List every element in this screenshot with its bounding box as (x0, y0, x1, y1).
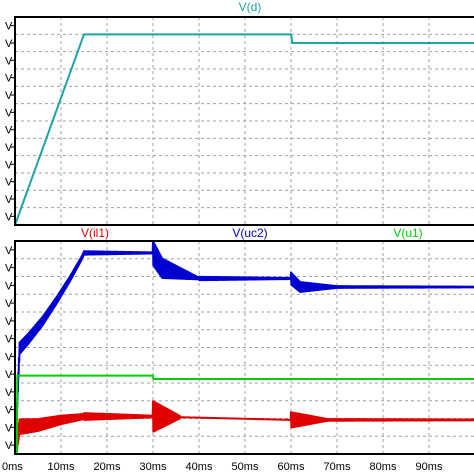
x-tick-label: 10ms (48, 461, 75, 473)
bottom-y-tick-label: V (5, 298, 13, 310)
trace-title-vil1: V(il1) (81, 226, 109, 240)
top-y-tick-label: V (5, 73, 13, 85)
top-y-tick-label: V (5, 55, 13, 67)
x-tick-labels: 0ms 10ms 20ms 30ms 40ms 50ms 60ms 70ms 80ms 90ms (2, 461, 443, 473)
bottom-y-tick-label: V (5, 422, 13, 434)
x-tick-label: 30ms (140, 461, 167, 473)
x-tick-label: 40ms (186, 461, 213, 473)
bottom-y-tick-label: V (5, 369, 13, 381)
x-tick-label: 0ms (2, 461, 23, 473)
bottom-trace-titles: V(il1) V(uc2) V(u1) (81, 226, 423, 240)
bottom-y-tick-label: V (5, 405, 13, 417)
bottom-y-tick-label: V (5, 245, 13, 257)
bottom-plot-frame (14, 240, 474, 455)
bottom-y-tick-label: V (5, 280, 13, 292)
series-line-vil1 (14, 400, 474, 455)
trace-title-vuc2: V(uc2) (232, 226, 267, 240)
top-grid (15, 17, 474, 225)
top-y-tick-label: V (5, 142, 13, 154)
bottom-y-tick-label: V (5, 316, 13, 328)
top-series-group (14, 33, 474, 226)
bottom-y-tick-label: V (5, 334, 13, 346)
x-tick-label: 90ms (416, 461, 443, 473)
series-line-vd (14, 33, 474, 226)
top-y-tick-label: V (5, 125, 13, 137)
trace-title-vu1: V(u1) (393, 226, 422, 240)
top-y-tick-label: V (5, 159, 13, 171)
top-y-tick-label: V (5, 177, 13, 189)
x-tick-label: 50ms (232, 461, 259, 473)
top-plot-frame (14, 16, 474, 226)
top-y-tick-label: V (5, 38, 13, 50)
x-tick-label: 70ms (324, 461, 351, 473)
bottom-grid (15, 241, 474, 454)
top-y-tick-label: V (5, 21, 13, 33)
top-y-tick-label: V (5, 90, 13, 102)
top-y-tick-label: V (5, 107, 13, 119)
x-tick-label: 80ms (370, 461, 397, 473)
x-tick-label: 20ms (94, 461, 121, 473)
series-line-vuc2 (14, 240, 474, 455)
top-trace-title: V(d) (239, 0, 262, 14)
bottom-y-tick-label: V (5, 387, 13, 399)
bottom-y-tick-label: V (5, 351, 13, 363)
x-tick-label: 60ms (278, 461, 305, 473)
bottom-y-tick-label: V (5, 440, 13, 452)
top-y-tick-label: V (5, 211, 13, 223)
bottom-y-tick-label: V (5, 263, 13, 275)
top-y-tick-label: V (5, 194, 13, 206)
